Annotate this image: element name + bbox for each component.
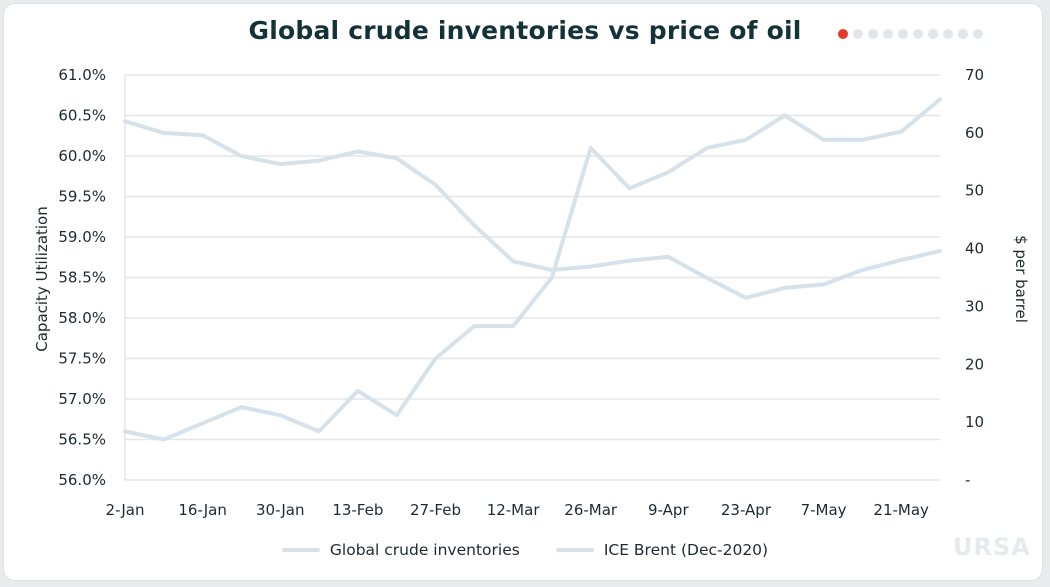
x-tick-label: 12-Mar: [487, 501, 541, 519]
left-tick-label: 58.0%: [58, 309, 106, 327]
ursa-logo: URSA: [953, 533, 1031, 561]
left-tick-label: 61.0%: [58, 66, 106, 84]
right-tick-label: 70: [965, 66, 984, 84]
right-tick-label: 30: [965, 297, 984, 315]
legend-label: Global crude inventories: [329, 541, 520, 559]
x-tick-label: 9-Apr: [648, 501, 689, 519]
right-tick-label: 60: [965, 124, 984, 142]
x-tick-label: 16-Jan: [178, 501, 226, 519]
pager-dot[interactable]: [943, 29, 953, 39]
x-tick-label: 7-May: [801, 501, 847, 519]
right-tick-label: 50: [965, 182, 984, 200]
legend-swatch: [281, 548, 320, 552]
left-axis-title: Capacity Utilization: [33, 206, 51, 351]
pager-dot[interactable]: [883, 29, 893, 39]
series-line-inventories: [123, 97, 942, 442]
pager-dot[interactable]: [898, 29, 908, 39]
chart-gridlines: [124, 74, 940, 481]
left-tick-label: 57.0%: [58, 390, 106, 408]
pager-dot[interactable]: [973, 29, 983, 39]
series-lines: [123, 97, 942, 442]
legend-item-brent: ICE Brent (Dec-2020): [555, 541, 769, 559]
left-tick-label: 59.5%: [58, 188, 106, 206]
pager-dot[interactable]: [868, 29, 878, 39]
x-tick-label: 27-Feb: [410, 501, 461, 519]
x-tick-label: 26-Mar: [564, 501, 618, 519]
chart-card: [3, 3, 1043, 581]
legend-item-inventories: Global crude inventories: [281, 541, 520, 559]
left-tick-label: 56.5%: [58, 431, 106, 449]
legend-swatch: [555, 548, 594, 552]
x-axis-ticks: 2-Jan 16-Jan 30-Jan 13-Feb 27-Feb 12-Mar 26-Ma…: [106, 501, 930, 519]
left-tick-label: 58.5%: [58, 269, 106, 287]
x-tick-label: 13-Feb: [332, 501, 383, 519]
x-tick-label: 2-Jan: [106, 501, 145, 519]
right-axis-title: $ per barrel: [1012, 235, 1030, 323]
pager-dot[interactable]: [853, 29, 863, 39]
right-tick-label: -: [965, 471, 970, 489]
legend-label: ICE Brent (Dec-2020): [603, 541, 769, 559]
chart-title: Global crude inventories vs price of oil: [248, 16, 802, 45]
pager-dot[interactable]: [958, 29, 968, 39]
slide-pager: [838, 29, 983, 39]
x-tick-label: 30-Jan: [256, 501, 304, 519]
right-tick-label: 20: [965, 355, 984, 373]
pager-dot[interactable]: [838, 29, 848, 39]
left-axis-ticks: 56.0% 56.5% 57.0% 57.5% 58.0% 58.5% 59.0% 59.5%…: [58, 66, 106, 489]
left-tick-label: 59.0%: [58, 228, 106, 246]
left-tick-label: 60.0%: [58, 147, 106, 165]
x-tick-label: 23-Apr: [721, 501, 772, 519]
left-tick-label: 60.5%: [58, 107, 106, 125]
left-tick-label: 56.0%: [58, 471, 106, 489]
pager-dot[interactable]: [913, 29, 923, 39]
x-tick-label: 21-May: [873, 501, 929, 519]
pager-dot[interactable]: [928, 29, 938, 39]
right-axis-ticks: - 10 20 30 40 50 60 70: [965, 66, 984, 489]
right-tick-label: 40: [965, 240, 984, 258]
right-tick-label: 10: [965, 413, 984, 431]
left-tick-label: 57.5%: [58, 350, 106, 368]
series-line-brent: [123, 119, 942, 300]
chart-legend: Global crude inventories ICE Brent (Dec-…: [0, 541, 1050, 559]
